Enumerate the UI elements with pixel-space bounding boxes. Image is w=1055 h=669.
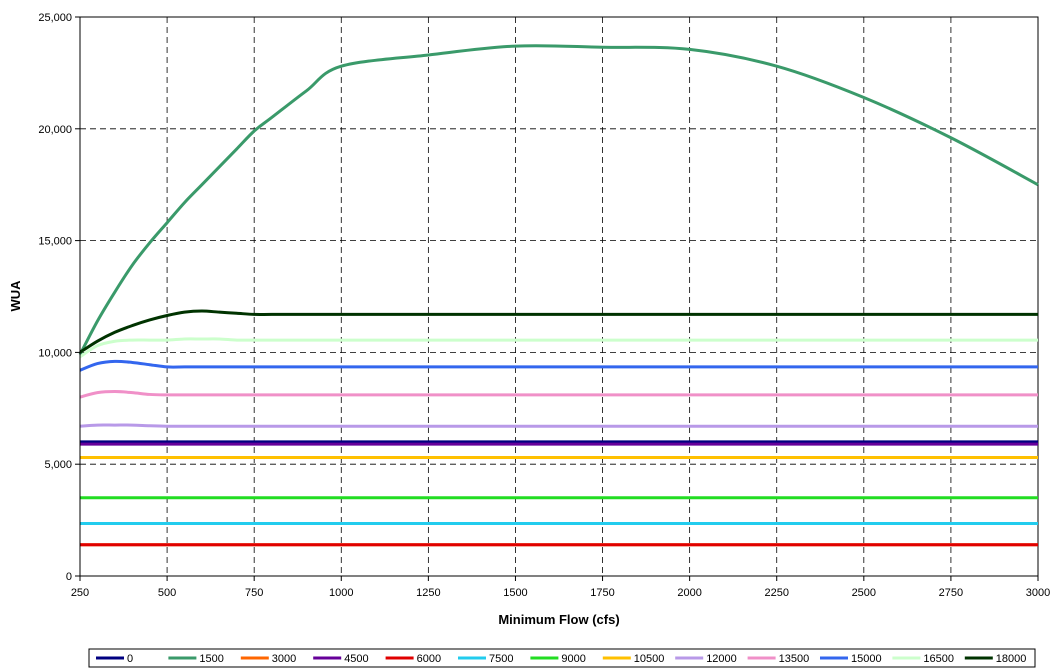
legend-item-12000: 12000 bbox=[675, 653, 737, 665]
x-tick-label: 2500 bbox=[852, 587, 876, 599]
x-axis-title: Minimum Flow (cfs) bbox=[498, 612, 619, 627]
x-tick-label: 2000 bbox=[677, 587, 701, 599]
legend-label: 13500 bbox=[779, 653, 810, 665]
y-axis-title: WUA bbox=[8, 280, 23, 312]
legend-label: 7500 bbox=[489, 653, 513, 665]
legend-label: 10500 bbox=[634, 653, 665, 665]
legend-label: 6000 bbox=[417, 653, 441, 665]
y-tick-label: 0 bbox=[66, 571, 72, 583]
x-tick-label: 1250 bbox=[416, 587, 440, 599]
legend-label: 0 bbox=[127, 653, 133, 665]
legend: 0 1500 3000 4500 6000 7500 9000 10500 12000 13500… bbox=[88, 648, 1036, 668]
legend-item-6000: 6000 bbox=[385, 653, 441, 665]
legend-box bbox=[88, 648, 1036, 668]
legend-label: 1500 bbox=[199, 653, 223, 665]
legend-label: 18000 bbox=[996, 653, 1027, 665]
x-tick-label: 2250 bbox=[764, 587, 788, 599]
y-tick-label: 15,000 bbox=[38, 236, 72, 248]
legend-item-7500: 7500 bbox=[458, 653, 513, 665]
series-line-1500 bbox=[78, 44, 1039, 356]
legend-item-16500: 16500 bbox=[892, 653, 954, 665]
legend-item-15000: 15000 bbox=[820, 653, 882, 665]
legend-item-1500: 1500 bbox=[168, 653, 224, 665]
legend-item-3000: 3000 bbox=[240, 653, 296, 665]
x-tick-label: 1500 bbox=[503, 587, 527, 599]
series-line-15000 bbox=[79, 359, 1038, 372]
legend-label: 4500 bbox=[344, 653, 368, 665]
y-tick-label: 10,000 bbox=[38, 347, 72, 359]
series-line-12000 bbox=[79, 423, 1038, 428]
y-tick-label: 5,000 bbox=[44, 459, 72, 471]
legend-item-13500: 13500 bbox=[747, 653, 810, 665]
x-tick-label: 500 bbox=[158, 587, 176, 599]
x-tick-label: 750 bbox=[245, 587, 263, 599]
x-tick-label: 1000 bbox=[329, 587, 353, 599]
legend-label: 16500 bbox=[923, 653, 954, 665]
series-lines bbox=[78, 44, 1039, 547]
legend-item-9000: 9000 bbox=[530, 653, 586, 665]
legend-label: 12000 bbox=[706, 653, 737, 665]
x-tick-label: 1750 bbox=[590, 587, 614, 599]
legend-label: 9000 bbox=[561, 653, 585, 665]
axes bbox=[79, 17, 1038, 577]
x-tick-label: 250 bbox=[71, 587, 89, 599]
plot-area bbox=[79, 16, 1039, 577]
series-line-16500 bbox=[79, 337, 1038, 359]
x-tick-label: 3000 bbox=[1026, 587, 1050, 599]
y-tick-label: 20,000 bbox=[38, 124, 72, 136]
legend-label: 15000 bbox=[851, 653, 882, 665]
legend-item-4500: 4500 bbox=[313, 653, 369, 665]
series-line-18000 bbox=[79, 309, 1038, 354]
legend-label: 3000 bbox=[272, 653, 296, 665]
legend-item-10500: 10500 bbox=[602, 653, 665, 665]
x-tick-labels: 250 500 750 1000 1250 1500 1750 2000 2250 2500 275… bbox=[71, 576, 1050, 599]
y-tick-label: 25,000 bbox=[38, 12, 72, 24]
y-tick-labels: 0 5,000 10,000 15,000 20,000 25,000 bbox=[38, 12, 80, 583]
gridlines bbox=[80, 16, 1039, 576]
legend-item-0: 0 bbox=[96, 653, 133, 665]
series-line-13500 bbox=[79, 390, 1038, 399]
legend-item-18000: 18000 bbox=[964, 653, 1027, 665]
x-tick-label: 2750 bbox=[939, 587, 963, 599]
